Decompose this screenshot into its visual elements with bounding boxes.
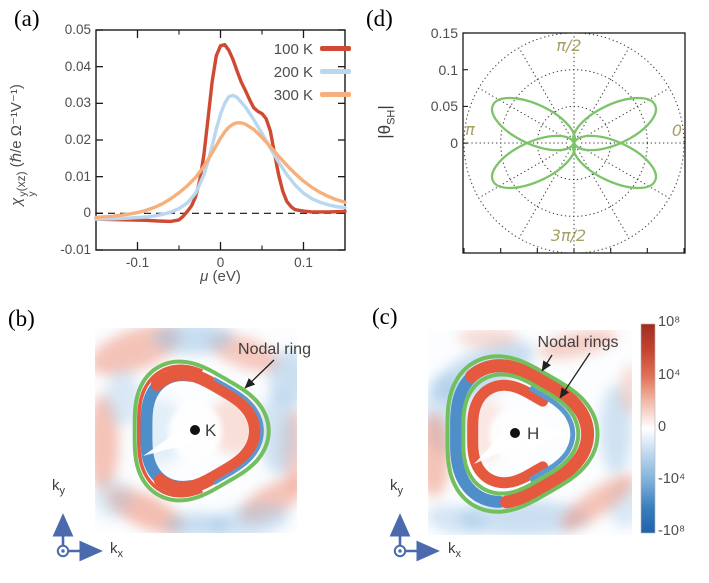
panel-c-k-axes [389,513,440,562]
positive-band-inner [467,379,549,489]
panel-a-ytick: -0.01 [60,242,91,257]
positive-band-outer [465,359,595,509]
legend-swatch-300K [320,92,351,97]
panel-b-ky-label: ky [52,477,65,497]
spin-hall-angle-lobe [571,96,658,152]
polar-grid-spoke [577,148,630,239]
panel-a-ytick: 0.05 [64,22,91,37]
panel-a-y-axis-label: χ y y (xz)(ℏ/e Ω⁻¹V⁻¹) [8,84,38,206]
panel-a-plot [94,29,347,251]
colorbar-tick: -10⁸ [658,523,686,539]
polar-angle-label-pi: π [465,120,475,139]
panel-a-ytick: 0 [83,205,91,220]
nodal-ring-annotation-b: Nodal ring [238,341,311,358]
panel-a-ytick: 0.02 [64,132,91,147]
colorbar [640,323,656,534]
h-point-dot [510,428,520,438]
panel-b-letter: (b) [8,306,35,331]
polar-grid-spoke [478,87,569,140]
nodal-ring [132,359,271,503]
panel-d-rtick: 0.05 [430,98,458,114]
series-300K [94,121,347,220]
heatmap-b [95,328,297,533]
k-point-dot [190,425,200,435]
legend-label-300K: 300 K [273,87,313,104]
polar-angle-label-3pi-half: 3π/2 [550,226,587,245]
panel-d-y-axis-label: |θSH| [375,105,398,139]
spin-hall-angle-lobe [571,134,658,190]
colorbar-tick: 10⁴ [658,367,681,383]
panel-a-ytick: 0.04 [64,59,91,74]
nodal-rings-arrow-inner [559,352,591,399]
colorbar-tick: 10⁸ [658,314,681,330]
polar-grid-spoke [579,87,670,140]
legend-swatch-100K [320,46,351,51]
polar-grid-spoke [577,47,630,138]
panel-a-ytick: 0.03 [64,95,91,110]
panel-c-letter: (c) [372,304,398,329]
positive-band [150,367,262,495]
panel-a-ytick: 0.01 [64,169,91,184]
panel-c-ky-label: ky [390,477,403,497]
k-point-label: K [205,421,217,440]
colorbar-tick: -10⁴ [658,471,686,487]
nodal-rings-annotation-c: Nodal rings [537,334,619,351]
panel-a-x-axis-label: μ (eV) [200,268,241,285]
legend-label-100K: 100 K [273,41,313,58]
panel-a-letter: (a) [14,6,40,31]
legend-label-200K: 200 K [273,64,313,81]
nodal-rings-arrow-outer [541,354,553,372]
panel-d-rtick: 0 [450,135,458,151]
nodal-ring-outer [445,354,600,514]
nodal-ring-arrow [244,359,275,389]
spin-hall-angle-lobe [490,96,577,152]
panel-a-xtick: 0.1 [294,255,313,270]
polar-grid-spoke [478,146,569,199]
panel-d-rtick: 0.1 [438,62,458,78]
polar-grid-spoke [518,148,571,239]
polar-angle-label-pi-half: π/2 [556,36,582,55]
h-point-label: H [527,424,540,443]
polar-grid-spoke [579,146,670,199]
spin-hall-angle-lobe [490,134,577,190]
panel-a-xtick: -0.1 [125,255,150,270]
panel-d-rtick: 0.15 [430,25,458,41]
panel-b-k-axes [52,513,103,562]
panel-d-letter: (d) [366,6,393,31]
legend-swatch-200K [320,69,351,74]
panel-b-kx-label: kx [110,540,123,560]
nodal-ring-inner [461,372,581,496]
polar-angle-label-zero: 0 [671,121,683,140]
colorbar-tick: 0 [658,419,667,435]
panel-a-xtick: 0 [216,255,225,270]
panel-d-polar [462,32,686,254]
heatmap-c [428,330,632,535]
panel-c-kx-label: kx [448,540,461,560]
polar-grid-spoke [518,47,571,138]
series-100K [94,43,347,224]
series-200K [94,93,347,221]
